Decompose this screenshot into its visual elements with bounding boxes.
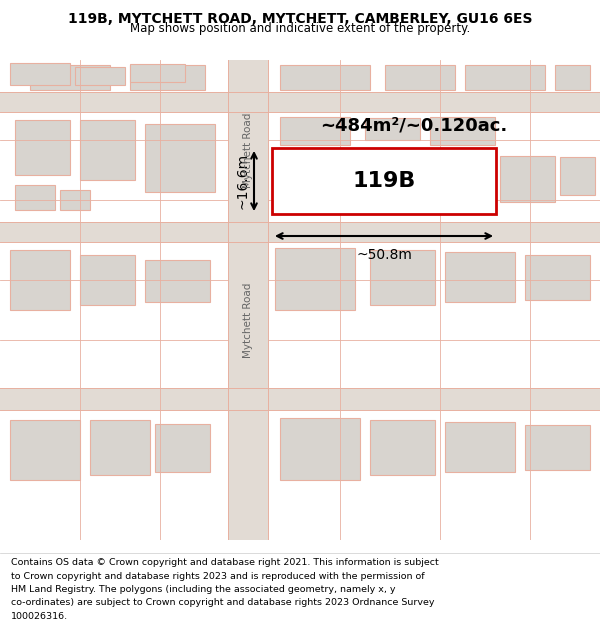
- Text: ~50.8m: ~50.8m: [356, 248, 412, 262]
- Bar: [60, 190, 90, 210]
- Bar: [370, 250, 435, 305]
- Bar: [560, 157, 595, 195]
- Bar: [385, 65, 455, 90]
- Bar: [280, 117, 350, 145]
- Bar: [80, 255, 135, 305]
- Bar: [445, 252, 515, 302]
- Bar: [15, 120, 70, 175]
- Bar: [370, 420, 435, 475]
- Bar: [0, 92, 600, 112]
- Text: Map shows position and indicative extent of the property.: Map shows position and indicative extent…: [130, 22, 470, 35]
- Bar: [275, 248, 355, 310]
- Bar: [365, 118, 420, 140]
- Text: HM Land Registry. The polygons (including the associated geometry, namely x, y: HM Land Registry. The polygons (includin…: [11, 585, 395, 594]
- Bar: [0, 388, 600, 410]
- Bar: [130, 65, 205, 90]
- Bar: [90, 420, 150, 475]
- Text: 119B, MYTCHETT ROAD, MYTCHETT, CAMBERLEY, GU16 6ES: 119B, MYTCHETT ROAD, MYTCHETT, CAMBERLEY…: [68, 12, 532, 26]
- Bar: [155, 424, 210, 472]
- Bar: [145, 260, 210, 302]
- Bar: [75, 67, 125, 85]
- Bar: [145, 124, 215, 192]
- Bar: [10, 420, 80, 480]
- Bar: [525, 255, 590, 300]
- Bar: [130, 64, 185, 82]
- Text: 100026316.: 100026316.: [11, 612, 68, 621]
- Text: to Crown copyright and database rights 2023 and is reproduced with the permissio: to Crown copyright and database rights 2…: [11, 572, 425, 581]
- Bar: [500, 156, 555, 202]
- Text: Mytchett Road: Mytchett Road: [243, 112, 253, 188]
- Bar: [80, 120, 135, 180]
- Bar: [272, 148, 496, 214]
- Bar: [15, 185, 55, 210]
- Bar: [430, 117, 495, 145]
- Text: Contains OS data © Crown copyright and database right 2021. This information is : Contains OS data © Crown copyright and d…: [11, 558, 439, 568]
- Bar: [30, 65, 110, 90]
- Bar: [280, 65, 370, 90]
- Bar: [445, 422, 515, 472]
- Bar: [555, 65, 590, 90]
- Bar: [228, 60, 268, 540]
- Text: 119B: 119B: [352, 171, 416, 191]
- Bar: [10, 250, 70, 310]
- Bar: [465, 65, 545, 90]
- Text: co-ordinates) are subject to Crown copyright and database rights 2023 Ordnance S: co-ordinates) are subject to Crown copyr…: [11, 598, 434, 608]
- Text: ~16.6m: ~16.6m: [236, 153, 250, 209]
- Bar: [0, 222, 600, 242]
- Bar: [525, 425, 590, 470]
- Bar: [280, 418, 360, 480]
- Bar: [10, 63, 70, 85]
- Text: Mytchett Road: Mytchett Road: [243, 282, 253, 357]
- Text: ~484m²/~0.120ac.: ~484m²/~0.120ac.: [320, 116, 508, 134]
